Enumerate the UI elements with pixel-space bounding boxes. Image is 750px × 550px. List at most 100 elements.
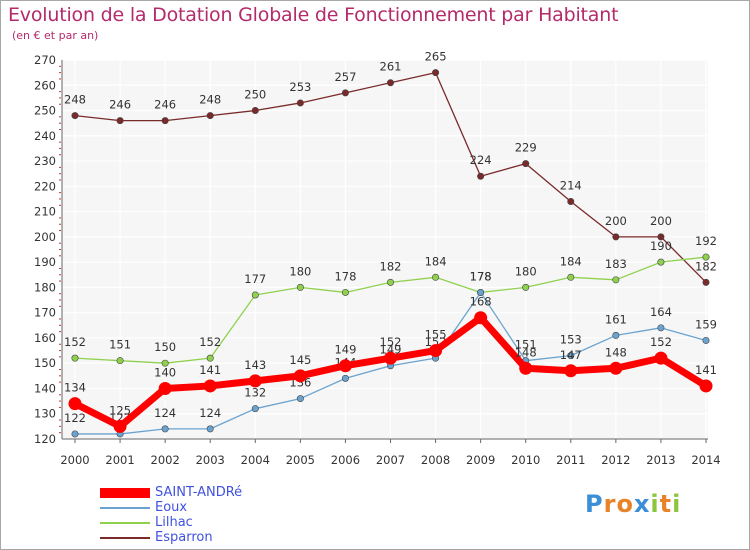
- data-point: [657, 324, 665, 332]
- data-label: 149: [380, 343, 402, 357]
- y-tick-label: 160: [34, 331, 56, 345]
- data-point: [341, 374, 349, 382]
- data-label: 180: [289, 264, 311, 278]
- data-point: [251, 107, 259, 115]
- x-tick-label: 2013: [646, 453, 675, 467]
- y-tick-label: 220: [34, 179, 56, 193]
- data-label: 152: [64, 335, 86, 349]
- data-point: [248, 374, 262, 388]
- data-label: 178: [470, 269, 492, 283]
- data-point: [567, 352, 575, 360]
- data-point: [71, 112, 79, 120]
- data-label: 248: [64, 93, 86, 107]
- legend-label: Esparron: [155, 530, 213, 545]
- logo-letter: i: [650, 490, 660, 518]
- logo-letter: r: [603, 490, 617, 518]
- data-label: 178: [470, 269, 492, 283]
- x-tick-label: 2008: [421, 453, 450, 467]
- x-tick-label: 2005: [286, 453, 315, 467]
- data-label: 159: [695, 317, 717, 331]
- data-label: 164: [650, 305, 672, 319]
- y-tick-label: 200: [34, 230, 56, 244]
- data-label: 248: [199, 93, 221, 107]
- data-point: [296, 283, 304, 291]
- x-tick-label: 2007: [376, 453, 405, 467]
- data-label: 178: [334, 269, 356, 283]
- data-label: 152: [199, 335, 221, 349]
- data-label: 192: [695, 234, 717, 248]
- data-label: 122: [64, 411, 86, 425]
- data-point: [429, 344, 443, 358]
- x-tick-label: 2011: [556, 453, 585, 467]
- data-label: 224: [470, 153, 492, 167]
- y-tick-label: 140: [34, 381, 56, 395]
- logo-letter: o: [616, 490, 634, 518]
- data-label: 190: [650, 239, 672, 253]
- data-label: 168: [470, 295, 492, 309]
- data-point: [384, 351, 397, 365]
- y-tick-label: 230: [34, 154, 56, 168]
- data-point: [612, 233, 620, 241]
- legend-swatch: [100, 536, 150, 539]
- y-tick-label: 170: [34, 306, 56, 320]
- data-point: [432, 69, 440, 77]
- data-point: [519, 361, 533, 375]
- data-label: 151: [515, 338, 537, 352]
- logo-letter: x: [633, 490, 651, 518]
- data-point: [612, 276, 620, 284]
- legend-swatch: [100, 521, 150, 524]
- data-point: [161, 359, 169, 367]
- data-point: [477, 288, 485, 296]
- x-tick-label: 2001: [105, 453, 134, 467]
- data-point: [522, 283, 530, 291]
- data-point: [702, 278, 710, 286]
- logo-letter: i: [672, 490, 682, 518]
- data-point: [699, 379, 713, 393]
- data-label: 184: [560, 254, 582, 268]
- data-point: [654, 351, 668, 365]
- data-label: 246: [154, 98, 176, 112]
- data-point: [296, 395, 304, 403]
- legend-label: Lilhac: [155, 515, 193, 530]
- data-label: 148: [515, 345, 537, 359]
- data-point: [432, 273, 440, 281]
- y-tick-label: 270: [34, 53, 56, 67]
- data-point: [612, 331, 620, 339]
- data-label: 183: [605, 257, 627, 271]
- data-point: [116, 117, 124, 125]
- data-point: [567, 273, 575, 281]
- data-label: 141: [695, 363, 717, 377]
- data-point: [206, 112, 214, 120]
- data-point: [702, 253, 710, 261]
- data-label: 161: [605, 312, 627, 326]
- x-tick-label: 2004: [241, 453, 270, 467]
- data-point: [293, 369, 307, 383]
- y-tick-label: 120: [34, 432, 56, 446]
- legend-swatch: [100, 506, 150, 509]
- data-point: [609, 361, 623, 375]
- data-point: [206, 425, 214, 433]
- data-label: 125: [109, 403, 131, 417]
- data-label: 229: [515, 141, 537, 155]
- data-point: [113, 419, 127, 433]
- data-label: 180: [515, 264, 537, 278]
- data-point: [296, 99, 304, 107]
- data-label: 147: [560, 348, 582, 362]
- x-tick-label: 2012: [601, 453, 630, 467]
- x-tick-label: 2003: [196, 453, 225, 467]
- data-point: [567, 197, 575, 205]
- data-label: 153: [560, 333, 582, 347]
- data-label: 182: [695, 259, 717, 273]
- logo-letter: t: [659, 490, 673, 518]
- x-tick-label: 2009: [466, 453, 495, 467]
- x-tick-label: 2000: [60, 453, 89, 467]
- x-tick-label: 2002: [151, 453, 180, 467]
- legend-swatch: [100, 487, 150, 498]
- data-label: 257: [334, 70, 356, 84]
- data-label: 182: [380, 259, 402, 273]
- data-label: 155: [425, 328, 447, 342]
- data-label: 177: [244, 272, 266, 286]
- data-label: 140: [154, 365, 176, 379]
- data-label: 134: [64, 381, 86, 395]
- data-label: 124: [199, 406, 221, 420]
